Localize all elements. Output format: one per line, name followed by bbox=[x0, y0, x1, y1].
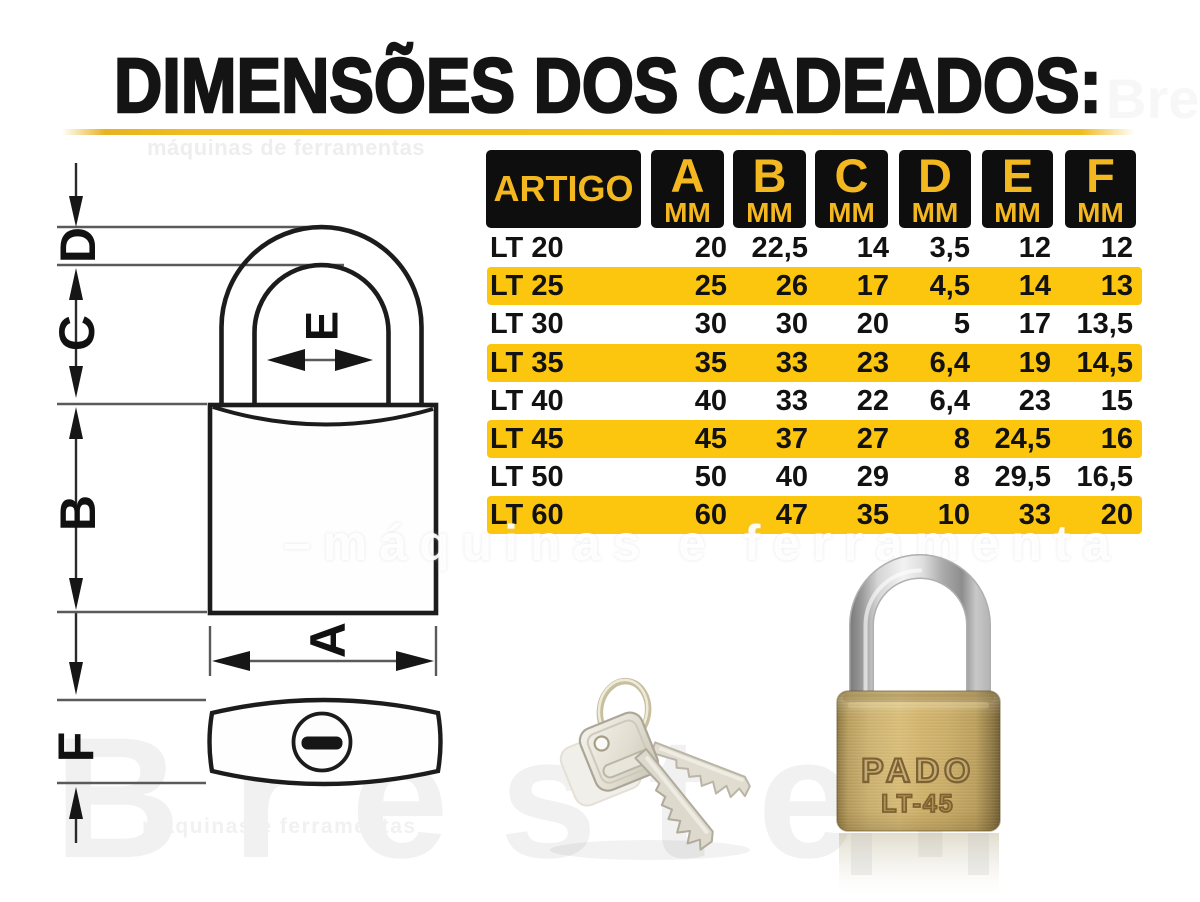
svg-text:PADO: PADO bbox=[861, 751, 975, 789]
svg-text:E: E bbox=[297, 311, 348, 341]
svg-text:B: B bbox=[50, 495, 106, 531]
svg-text:LT-45: LT-45 bbox=[881, 790, 954, 818]
svg-text:A: A bbox=[300, 622, 356, 658]
svg-text:PADO: PADO bbox=[861, 752, 975, 790]
svg-text:F: F bbox=[48, 732, 104, 763]
svg-text:C: C bbox=[49, 315, 105, 351]
svg-text:D: D bbox=[50, 227, 106, 263]
